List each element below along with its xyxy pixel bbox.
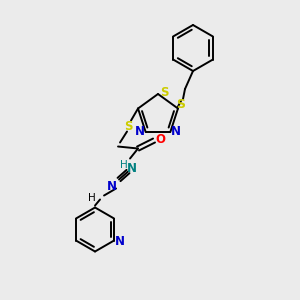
Text: S: S xyxy=(160,86,168,100)
Text: N: N xyxy=(171,125,181,139)
Text: N: N xyxy=(115,235,125,248)
Text: H: H xyxy=(120,160,128,170)
Text: O: O xyxy=(155,133,165,146)
Text: N: N xyxy=(135,125,145,139)
Text: H: H xyxy=(88,193,96,202)
Text: S: S xyxy=(124,120,132,133)
Text: N: N xyxy=(107,180,117,193)
Text: S: S xyxy=(176,98,185,112)
Text: N: N xyxy=(127,162,137,175)
